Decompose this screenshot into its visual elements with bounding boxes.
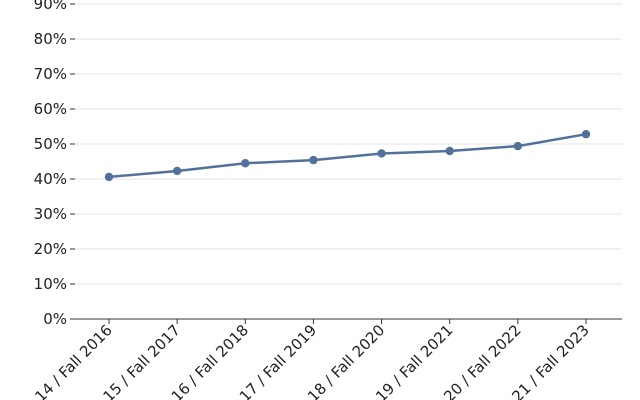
data-point (104, 172, 114, 182)
y-tick-label: 20% (34, 240, 67, 258)
data-point (445, 146, 454, 156)
data-point (581, 130, 591, 139)
gridlines (75, 3, 622, 285)
series-line (108, 132, 587, 179)
y-tick-label: 30% (34, 205, 67, 223)
y-tick-label: 70% (34, 65, 67, 83)
y-tick-label: 90% (34, 0, 67, 13)
y-tick-label: 0% (43, 310, 67, 328)
data-point (172, 166, 182, 176)
y-tick-label: 40% (34, 170, 67, 188)
data-point (513, 141, 523, 151)
y-tick-label: 50% (34, 135, 67, 153)
data-point (309, 155, 318, 165)
y-tick-label: 80% (34, 30, 67, 48)
data-point (377, 149, 386, 158)
y-tick-label: 60% (34, 100, 67, 118)
data-point (241, 159, 250, 168)
y-tick-label: 10% (34, 275, 67, 293)
series-layer (104, 130, 591, 182)
y-axis-ticks: 0% 10% 20% 30% 40% 50% 60% 70% 80% 90% (34, 0, 75, 328)
